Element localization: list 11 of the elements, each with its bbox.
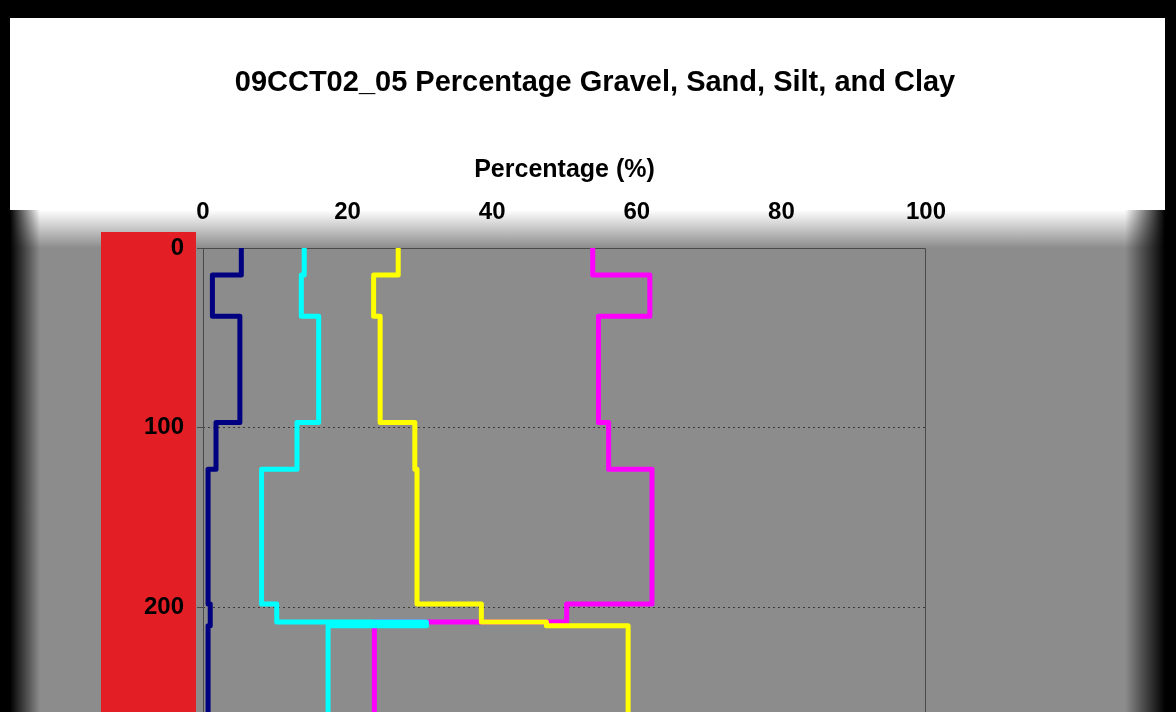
x-axis-title: Percentage (%) xyxy=(474,153,655,182)
y-tick-label: 200 xyxy=(143,592,184,620)
x-tick-label: 40 xyxy=(478,197,506,225)
x-tick-label: 0 xyxy=(196,197,210,225)
y-tick-label: 100 xyxy=(143,412,184,440)
y-tick-label: 0 xyxy=(170,232,184,260)
x-tick-label: 80 xyxy=(768,197,795,225)
x-tick-label: 60 xyxy=(623,197,651,225)
x-tick-label: 20 xyxy=(334,197,361,225)
x-tick-label: 100 xyxy=(905,197,947,225)
chart-title: 09CCT02_05 Percentage Gravel, Sand, Silt, and Clay xyxy=(234,65,956,97)
